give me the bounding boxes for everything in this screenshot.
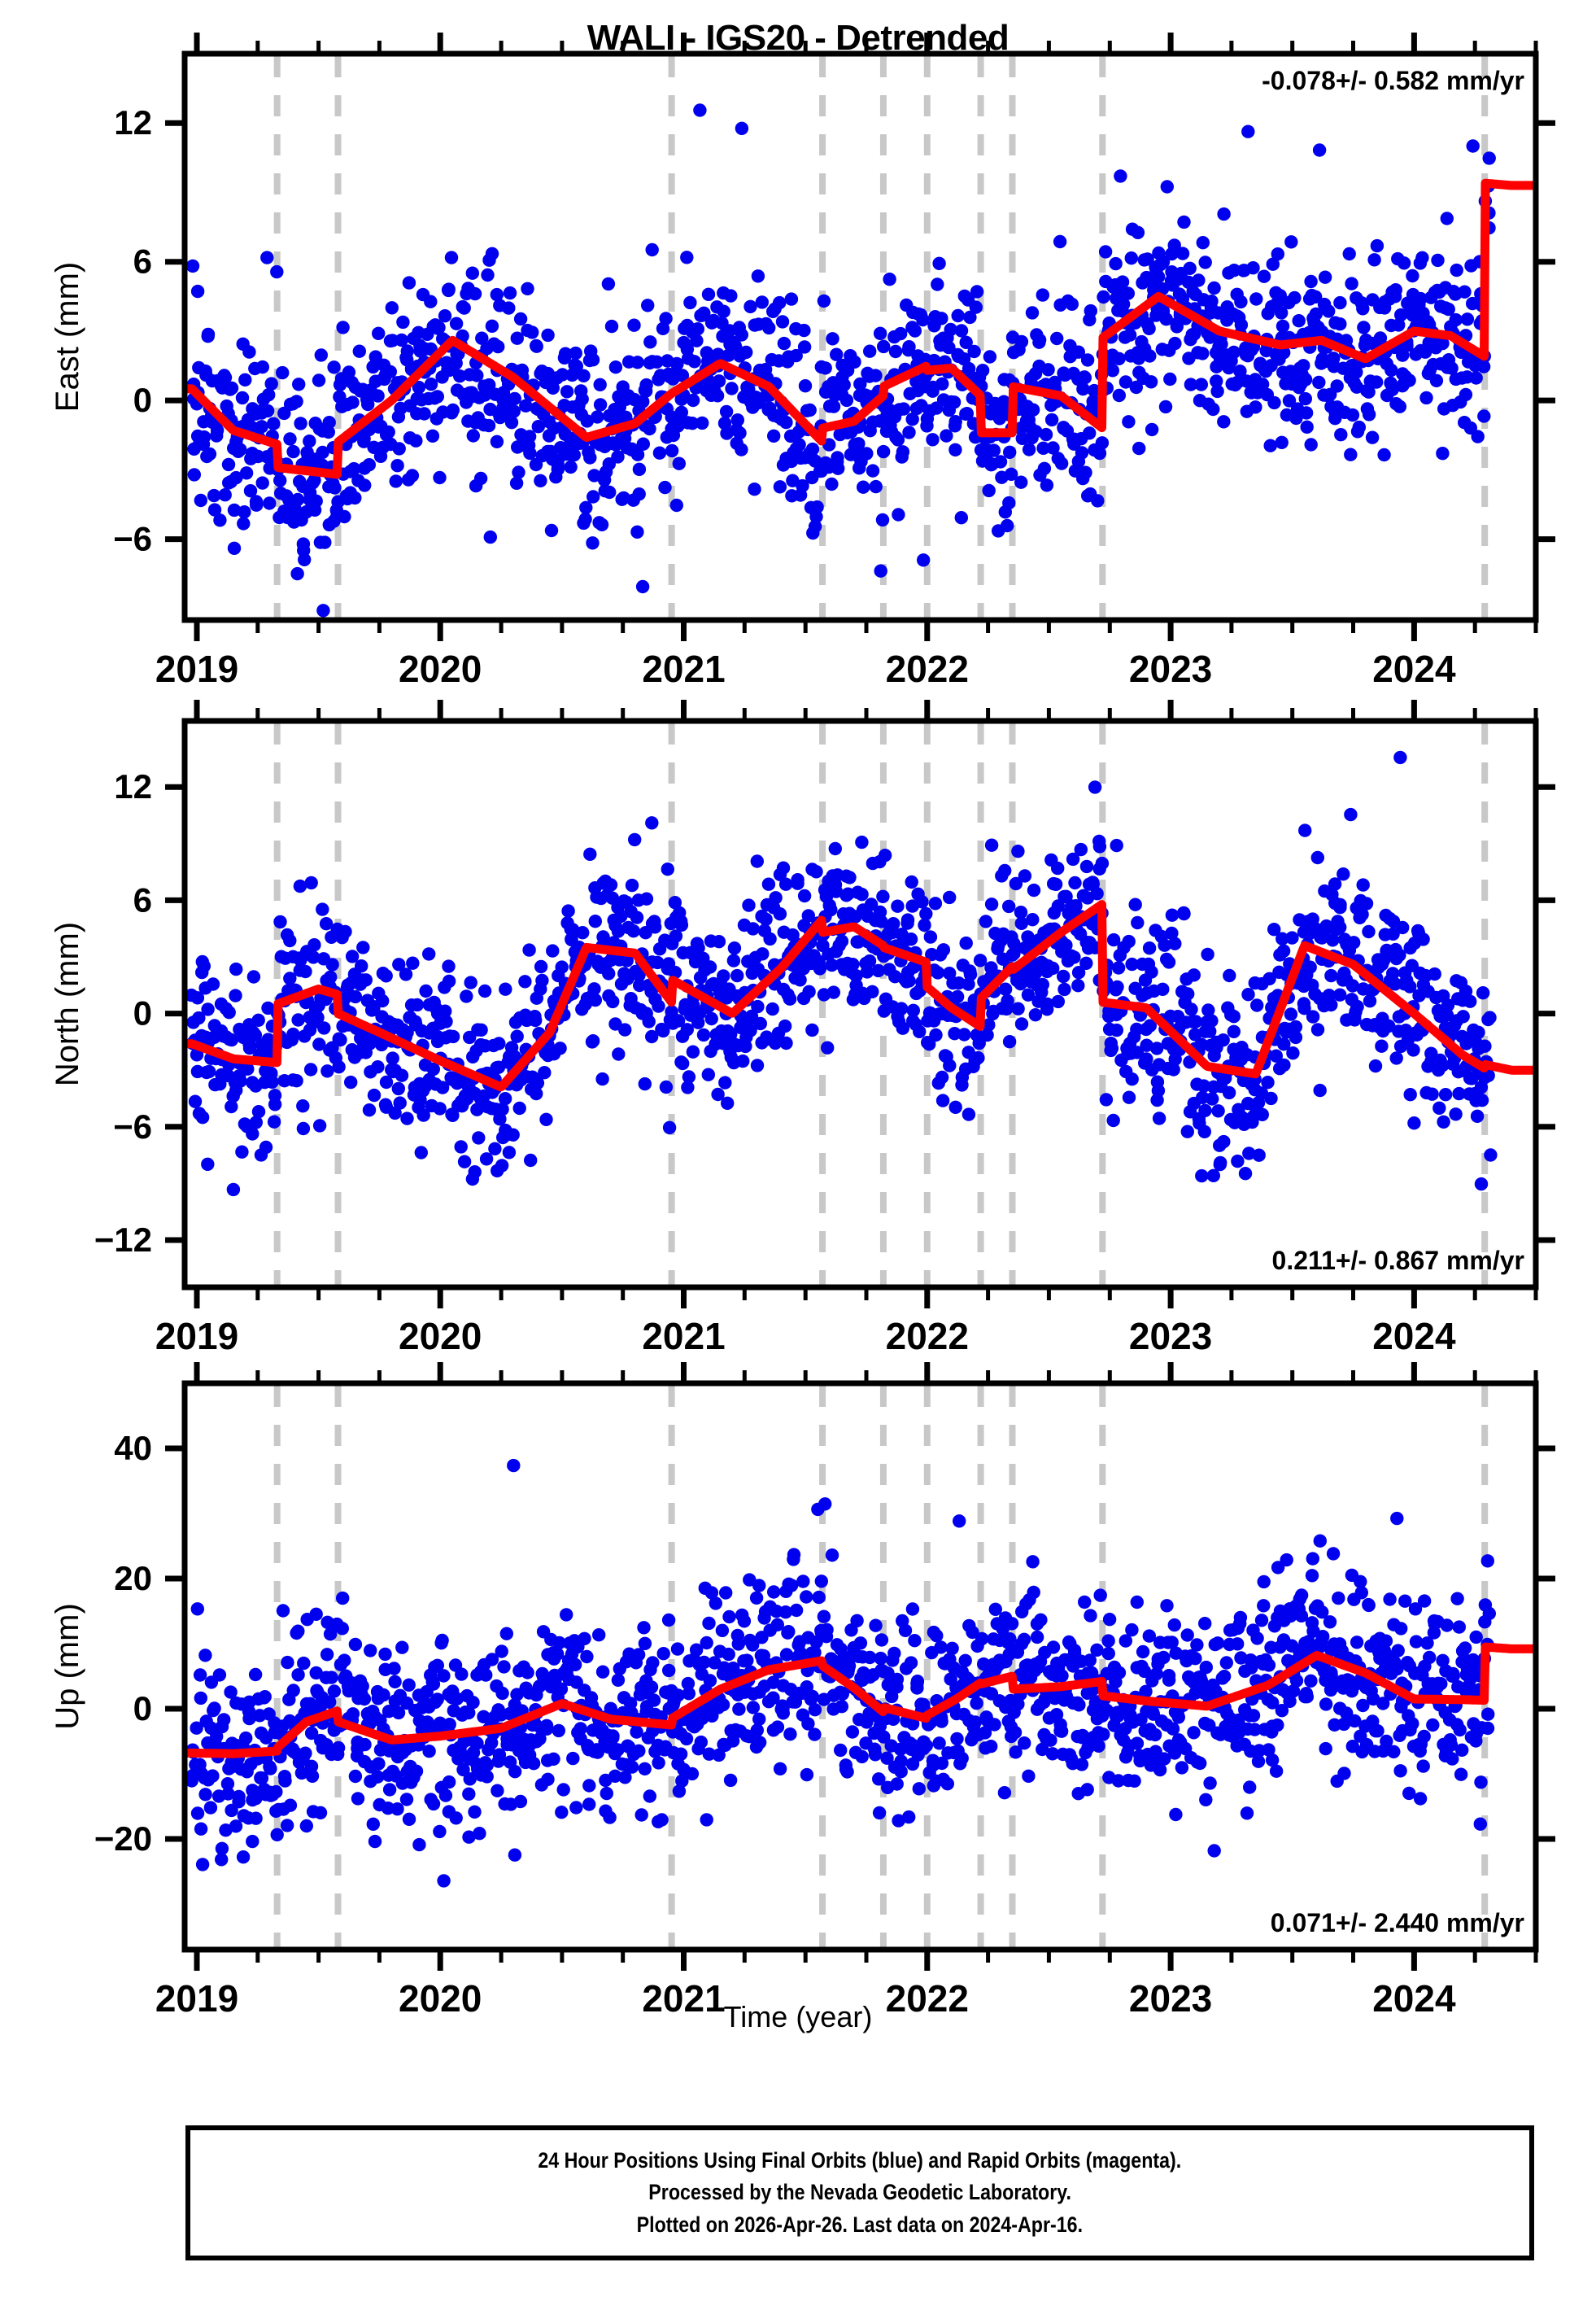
rate-annotation-up: 0.071+/- 2.440 mm/yr — [1271, 1908, 1524, 1937]
fit-line-up — [181, 1642, 1539, 1758]
x-tick-label: 2023 — [1129, 648, 1212, 690]
x-tick-label: 2019 — [155, 648, 238, 690]
y-tick-label: −6 — [113, 520, 152, 558]
y-axis-title-up: Up (mm) — [50, 1603, 85, 1730]
x-tick-label: 2024 — [1372, 1315, 1456, 1357]
y-tick-label: −6 — [113, 1107, 152, 1146]
x-tick-labels-east: 2019 2020 2021 2022 2023 2024 — [155, 648, 1456, 690]
y-tick-label: 6 — [133, 242, 152, 281]
fit-line-east — [181, 178, 1539, 479]
y-axis-title-east: East (mm) — [50, 262, 85, 412]
caption-box: 24 Hour Positions Using Final Orbits (bl… — [185, 2125, 1534, 2260]
x-ticks-east — [194, 33, 1538, 641]
y-ticks-east: 12 6 0 −6 — [113, 103, 1555, 558]
gridlines-north — [273, 723, 1489, 1286]
page-title: WALI - IGS20 - Detrended — [587, 18, 1009, 58]
data-points-north — [185, 750, 1498, 1197]
x-tick-label: 2024 — [1372, 648, 1456, 690]
caption-line-2: Processed by the Nevada Geodetic Laborat… — [648, 2180, 1071, 2205]
y-tick-label: 0 — [133, 994, 152, 1033]
plot-frame-north — [181, 718, 1539, 1291]
x-tick-label: 2021 — [642, 648, 725, 690]
x-tick-labels-north: 2019 2020 2021 2022 2023 2024 — [155, 1315, 1456, 1357]
y-axis-title-north: North (mm) — [50, 922, 85, 1086]
y-tick-label: 40 — [114, 1429, 152, 1467]
y-tick-label: 0 — [133, 1689, 152, 1727]
rate-annotation-east: -0.078+/- 0.582 mm/yr — [1262, 66, 1524, 95]
x-tick-label: 2019 — [155, 1315, 238, 1357]
x-tick-label: 2022 — [886, 648, 969, 690]
y-ticks-north: 12 6 0 −6 −12 — [94, 767, 1555, 1259]
fit-line-north — [181, 900, 1539, 1092]
y-tick-label: −12 — [94, 1221, 152, 1259]
data-points-up — [185, 1458, 1497, 1888]
plot-frame-east — [181, 50, 1539, 623]
x-tick-label: 2023 — [1129, 1315, 1212, 1357]
x-tick-label: 2022 — [886, 1315, 969, 1357]
y-tick-label: 0 — [133, 381, 152, 419]
gridlines-up — [273, 1386, 1489, 1948]
x-tick-label: 2021 — [642, 1315, 725, 1357]
caption-line-1: 24 Hour Positions Using Final Orbits (bl… — [538, 2148, 1182, 2173]
y-ticks-up: 40 20 0 −20 — [94, 1429, 1555, 1858]
y-tick-label: 12 — [114, 767, 152, 806]
rate-annotation-north: 0.211+/- 0.867 mm/yr — [1272, 1246, 1524, 1275]
x-ticks-north — [194, 700, 1538, 1308]
x-tick-label: 2020 — [399, 648, 482, 690]
y-tick-label: 12 — [114, 103, 152, 142]
plot-frame-up — [181, 1380, 1539, 1953]
data-points-east — [185, 103, 1496, 618]
caption-line-3: Plotted on 2026-Apr-26. Last data on 202… — [636, 2212, 1084, 2237]
y-tick-label: −20 — [94, 1819, 152, 1858]
y-tick-label: 6 — [133, 880, 152, 919]
gridlines-east — [273, 56, 1489, 618]
x-tick-label: 2020 — [399, 1315, 482, 1357]
x-ticks-up — [194, 1362, 1538, 1971]
x-axis-title: Time (year) — [723, 2000, 873, 2033]
y-tick-label: 20 — [114, 1559, 152, 1597]
